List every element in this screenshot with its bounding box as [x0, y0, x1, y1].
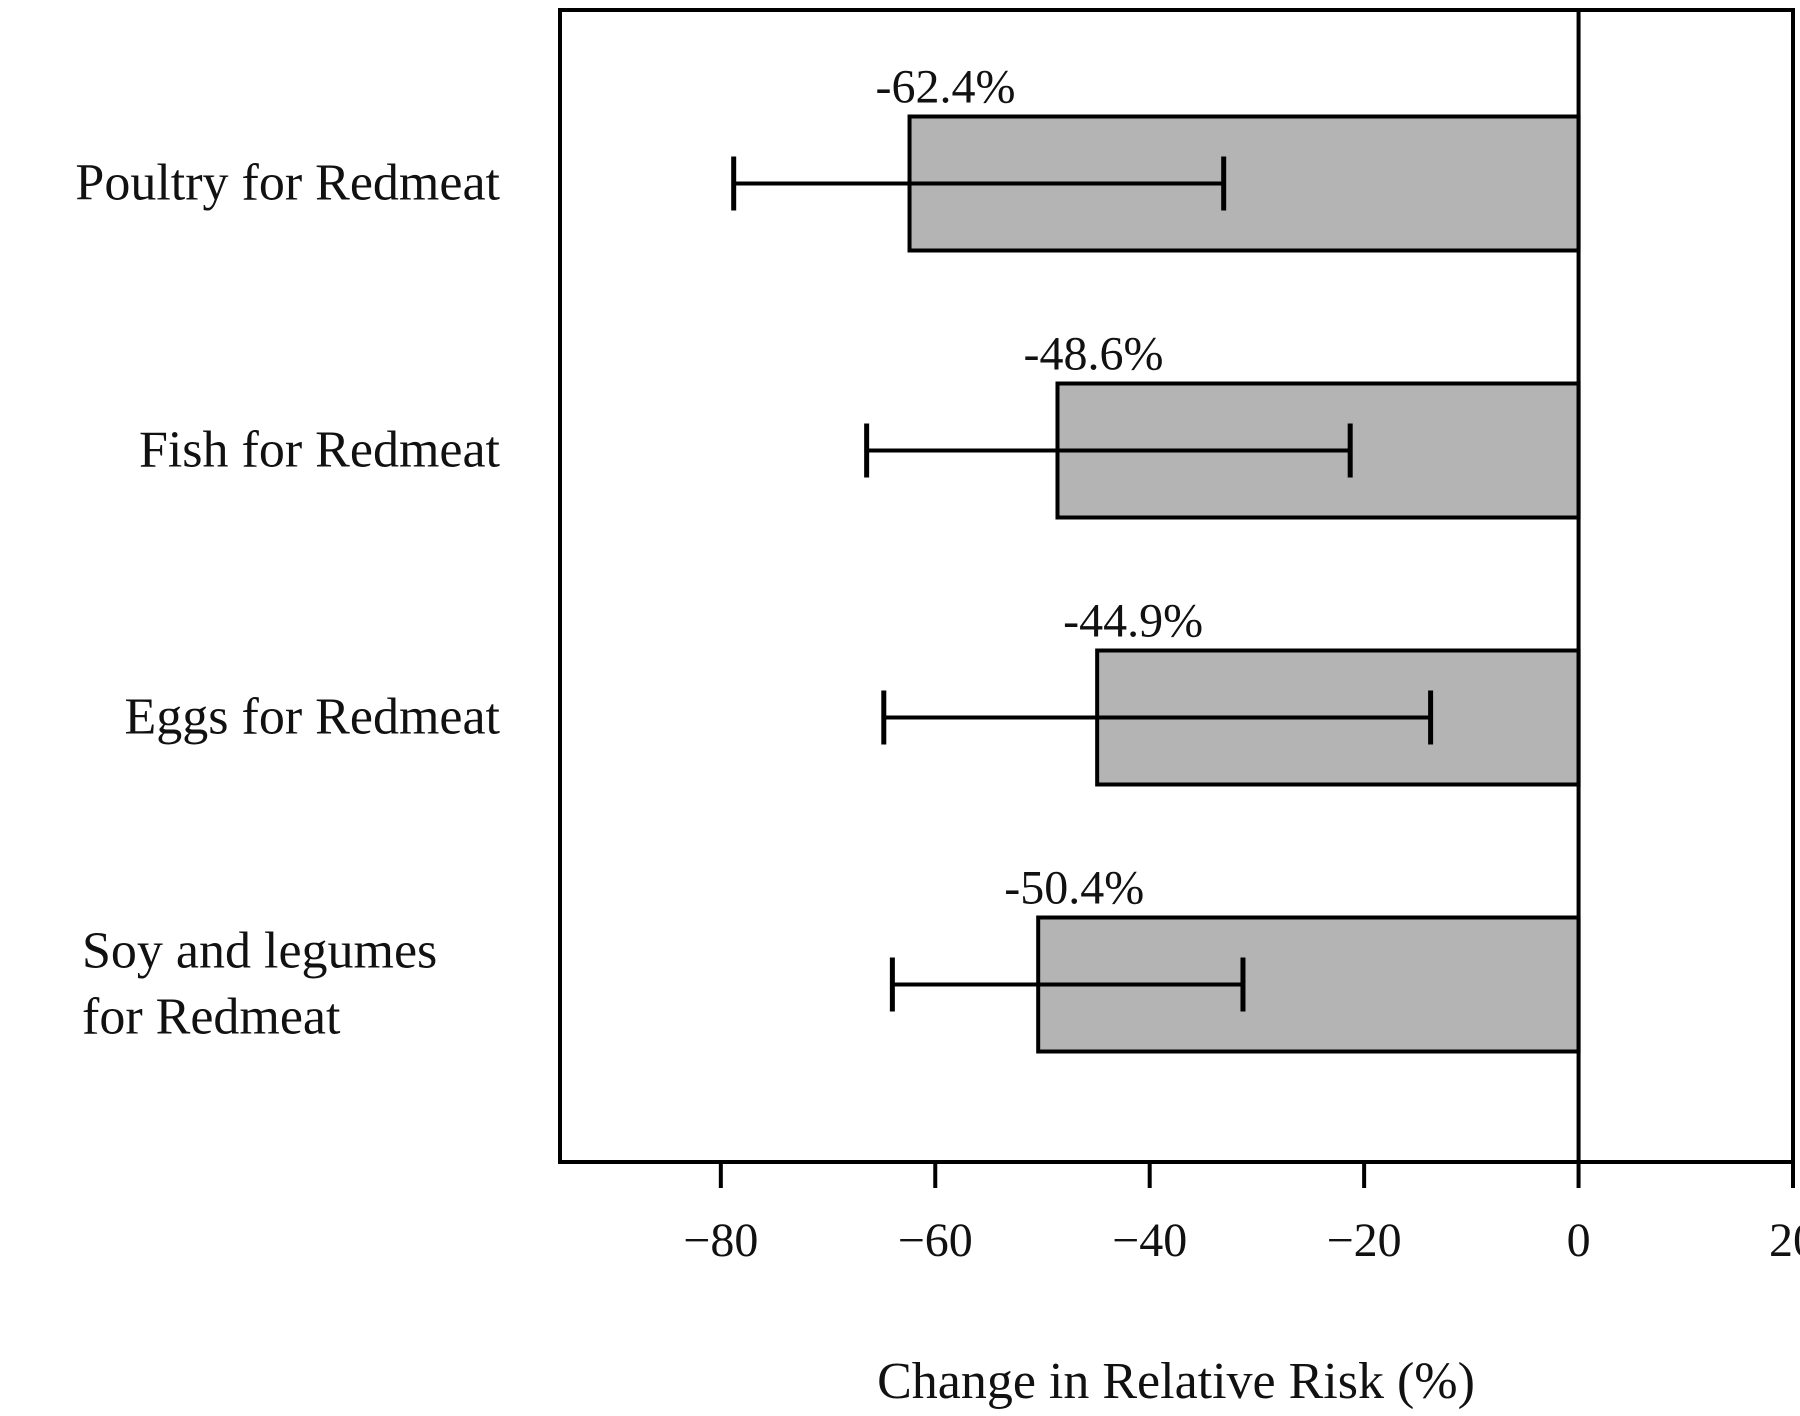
data-label: -44.9% [1063, 595, 1203, 648]
error-bar [881, 690, 1434, 745]
data-label: -48.6% [1024, 328, 1164, 381]
x-tick-label: 20 [1769, 1214, 1800, 1267]
bars [907, 114, 1581, 1054]
error-bar [889, 957, 1246, 1012]
category-label: Soy and legumes for Redmeat [82, 923, 437, 1046]
category-label: Eggs for Redmeat [125, 689, 501, 746]
x-axis-title: Change in Relative Risk (%) [877, 1353, 1475, 1410]
data-label: -62.4% [876, 61, 1016, 114]
data-label: -50.4% [1004, 862, 1144, 915]
x-tick-label: −60 [898, 1214, 973, 1267]
x-tick-label: −20 [1327, 1214, 1402, 1267]
error-bars [731, 156, 1434, 1012]
x-tick-label: −80 [683, 1214, 758, 1267]
x-tick-label: 0 [1567, 1214, 1591, 1267]
category-label-line: Poultry for Redmeat [75, 155, 500, 212]
category-labels: Poultry for Redmeat Fish for Redmeat Eggs … [75, 155, 500, 1046]
value-labels: -62.4% -48.6% -44.9% -50.4% [876, 61, 1204, 915]
category-label-line: Fish for Redmeat [139, 422, 501, 479]
category-label-line: Eggs for Redmeat [125, 689, 501, 746]
plot-frame [558, 8, 1795, 1164]
error-bar [864, 423, 1353, 478]
category-label-line: for Redmeat [82, 989, 341, 1046]
x-tick-label: −40 [1112, 1214, 1187, 1267]
category-label: Fish for Redmeat [139, 422, 501, 479]
category-label: Poultry for Redmeat [75, 155, 500, 212]
error-bar [731, 156, 1227, 211]
category-label-line: Soy and legumes [82, 923, 437, 980]
x-axis-ticks: −80 −60 −40 −20 0 20 [683, 1162, 1800, 1267]
